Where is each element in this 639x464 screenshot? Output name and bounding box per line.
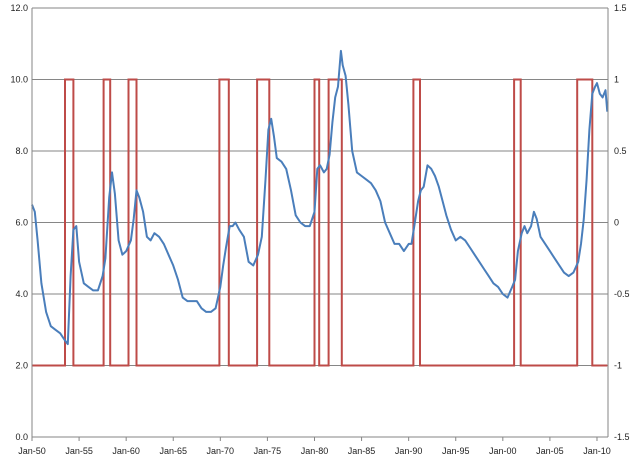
x-tick-label: Jan-95 (442, 446, 470, 456)
x-tick-label: Jan-65 (159, 446, 187, 456)
x-tick-label: Jan-75 (254, 446, 282, 456)
x-tick-label: Jan-60 (112, 446, 140, 456)
y-left-tick-label: 12.0 (10, 3, 28, 13)
x-tick-label: Jan-50 (18, 446, 46, 456)
step-series-line (32, 78, 608, 367)
y-right-tick-label: 0.5 (614, 146, 627, 156)
y-left-tick-label: 0.0 (15, 432, 28, 442)
x-tick-label: Jan-05 (536, 446, 564, 456)
y-left-tick-label: 8.0 (15, 146, 28, 156)
y-right-tick-label: -0.5 (614, 289, 630, 299)
right-axis-tick-labels: -1.5 -1 -0.5 0 0.5 1 1.5 (614, 3, 630, 442)
y-left-tick-label: 6.0 (15, 218, 28, 228)
y-right-tick-label: -1.5 (614, 432, 630, 442)
plot-area (31, 49, 609, 367)
y-right-tick-label: 0 (614, 218, 619, 228)
y-left-tick-label: 2.0 (15, 361, 28, 371)
left-axis-tick-labels: 0.0 2.0 4.0 6.0 8.0 10.0 12.0 (10, 3, 28, 442)
y-right-tick-label: 1 (614, 75, 619, 85)
x-tick-label: Jan-85 (348, 446, 376, 456)
x-tick-label: Jan-10 (583, 446, 611, 456)
x-tick-label: Jan-80 (301, 446, 329, 456)
y-left-tick-label: 10.0 (10, 75, 28, 85)
line-series-line (31, 49, 609, 346)
x-tick-label: Jan-55 (65, 446, 93, 456)
x-axis-tick-labels: Jan-50 Jan-55 Jan-60 Jan-65 Jan-70 Jan-75 Jan-… (18, 446, 611, 456)
y-right-tick-label: -1 (614, 361, 622, 371)
axes (31, 8, 609, 441)
x-tick-label: Jan-00 (489, 446, 517, 456)
x-tick-label: Jan-70 (207, 446, 235, 456)
y-right-tick-label: 1.5 (614, 3, 627, 13)
y-left-tick-label: 4.0 (15, 289, 28, 299)
x-tick-label: Jan-90 (395, 446, 423, 456)
